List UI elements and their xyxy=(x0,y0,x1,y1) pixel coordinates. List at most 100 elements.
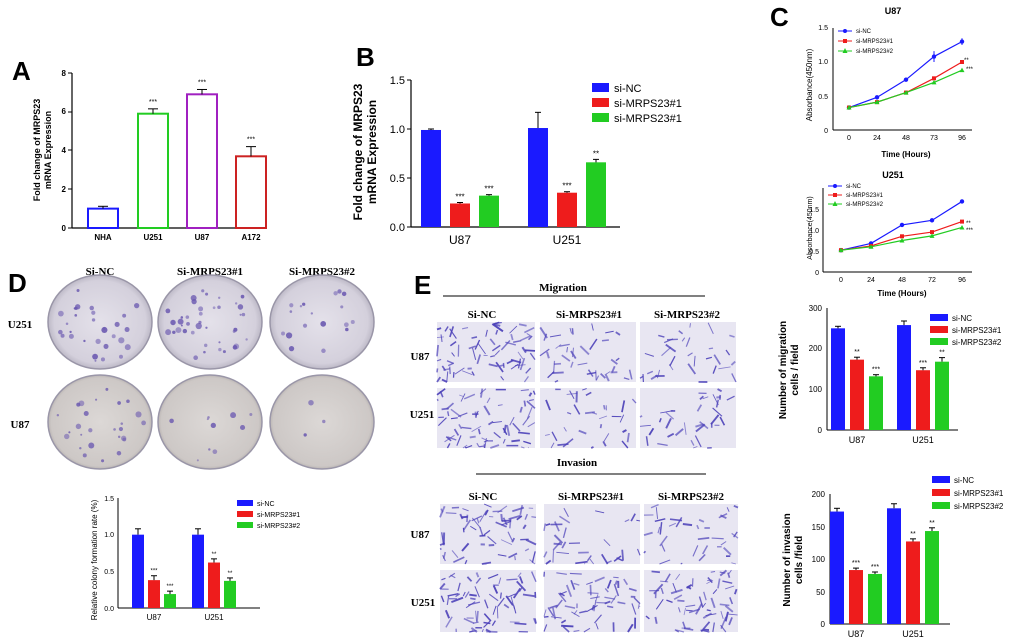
cell-stroke xyxy=(689,323,691,328)
panel-c1-ytick: 1.0 xyxy=(818,59,828,66)
colony-dot xyxy=(299,305,303,308)
panel-e-column-label: Si-NC xyxy=(469,491,498,503)
cell-stroke xyxy=(560,619,567,624)
cell-stroke xyxy=(706,579,714,585)
colony-dot xyxy=(201,289,205,293)
colony-dot xyxy=(68,431,71,434)
cell-stroke xyxy=(463,393,476,400)
cell-stroke xyxy=(506,578,518,581)
cell-stroke xyxy=(440,595,445,603)
panel-c1-ylabel: Absorbance(450nm) xyxy=(805,48,814,121)
panel-c2-xtick: 72 xyxy=(928,277,936,284)
cell-stroke xyxy=(626,432,630,443)
cell-stroke xyxy=(462,444,468,449)
cell-stroke xyxy=(678,330,684,335)
cell-stroke xyxy=(450,408,462,418)
cell-stroke xyxy=(503,603,510,609)
cell-stroke xyxy=(566,346,568,353)
colony-dot xyxy=(79,446,82,450)
cell-stroke xyxy=(527,422,536,428)
cell-stroke xyxy=(726,507,730,512)
panel-c1-ytick: 1.5 xyxy=(818,25,828,32)
panel-c2-xlabel: Time (Hours) xyxy=(877,289,927,298)
cell-stroke xyxy=(550,616,562,619)
cell-stroke xyxy=(519,357,526,371)
panel-e-mig-legend-label: si-NC xyxy=(952,314,972,323)
panel-e-mig-bar xyxy=(935,361,949,430)
cell-stroke xyxy=(664,573,671,583)
cell-stroke xyxy=(604,373,610,382)
cell-stroke xyxy=(562,438,574,448)
cell-stroke xyxy=(436,344,439,357)
colony-dot xyxy=(289,310,293,313)
cell-stroke xyxy=(661,346,672,357)
cell-stroke xyxy=(485,329,488,337)
colony-dot xyxy=(345,327,349,332)
panel-c2-point xyxy=(899,238,905,243)
panel-a-category: U251 xyxy=(143,233,163,242)
panel-e-inv-bar xyxy=(887,508,901,624)
cell-stroke xyxy=(681,337,686,342)
cell-stroke xyxy=(595,375,600,381)
panel-c2-point xyxy=(959,199,965,204)
panel-e-inv-legend-label: si-MRPS23#2 xyxy=(954,502,1004,511)
panel-e-mig-legend-label: si-MRPS23#1 xyxy=(952,326,1002,335)
cell-stroke xyxy=(569,327,572,334)
cell-stroke xyxy=(727,572,731,578)
colony-dot xyxy=(60,333,65,338)
cell-stroke xyxy=(598,415,608,420)
cell-stroke xyxy=(605,371,611,375)
cell-stroke xyxy=(703,591,707,601)
panel-e-invasion-chart: Number of invasion cells /field 0 50 100… xyxy=(782,476,1004,639)
cell-stroke xyxy=(604,587,609,593)
colony-dot xyxy=(120,422,124,425)
cell-stroke xyxy=(521,346,527,354)
panel-c-u251-chart: U251 Absorbance(450nm) 0 0.5 1.0 1.5 0 2… xyxy=(807,170,974,298)
cell-stroke xyxy=(579,610,587,614)
panel-b-bar xyxy=(586,162,606,227)
cell-stroke xyxy=(702,545,709,555)
panel-e-mig-bar xyxy=(869,376,883,430)
cell-stroke xyxy=(660,587,664,595)
cell-stroke xyxy=(710,414,720,425)
colony-dot xyxy=(88,428,93,433)
panel-c2-series-line xyxy=(840,226,963,251)
panel-e-inv-tick: 150 xyxy=(812,523,826,532)
cell-stroke xyxy=(595,594,599,602)
cell-stroke xyxy=(668,522,676,527)
colony-dot xyxy=(344,322,349,328)
colony-dot xyxy=(124,327,130,333)
panel-d-bar xyxy=(224,580,236,608)
cell-stroke xyxy=(454,367,465,375)
cell-stroke xyxy=(468,345,477,350)
cell-stroke xyxy=(475,577,482,584)
colony-dot xyxy=(105,387,109,391)
cell-stroke xyxy=(506,424,511,437)
cell-stroke xyxy=(573,629,580,633)
panel-b-bar xyxy=(479,195,499,227)
panel-e-mig-ylabel-1: Number of migration xyxy=(778,321,789,419)
colony-dot xyxy=(237,304,244,310)
transwell-image xyxy=(544,504,640,564)
cell-stroke xyxy=(594,576,605,583)
cell-stroke xyxy=(551,431,558,442)
panel-e-inv-legend-label: si-NC xyxy=(954,476,974,485)
colony-dot xyxy=(74,313,78,317)
cell-stroke xyxy=(698,553,706,562)
cell-stroke xyxy=(552,541,562,551)
cell-stroke xyxy=(490,355,496,358)
panel-b-legend: si-NC si-MRPS23#1 si-MRPS23#1 xyxy=(592,83,682,125)
cell-stroke xyxy=(519,505,524,516)
cell-stroke xyxy=(567,411,572,415)
cell-stroke xyxy=(508,552,518,559)
panel-a-bar xyxy=(186,93,218,229)
cell-stroke xyxy=(526,332,531,337)
cell-stroke xyxy=(545,523,551,527)
cell-stroke xyxy=(500,375,505,381)
colony-dot xyxy=(240,294,245,299)
panel-e-inv-legend-label: si-MRPS23#1 xyxy=(954,489,1004,498)
cell-stroke xyxy=(643,550,647,554)
colony-dot xyxy=(180,324,183,327)
cell-stroke xyxy=(471,336,478,339)
panel-e-inv-tick: 200 xyxy=(812,490,826,499)
